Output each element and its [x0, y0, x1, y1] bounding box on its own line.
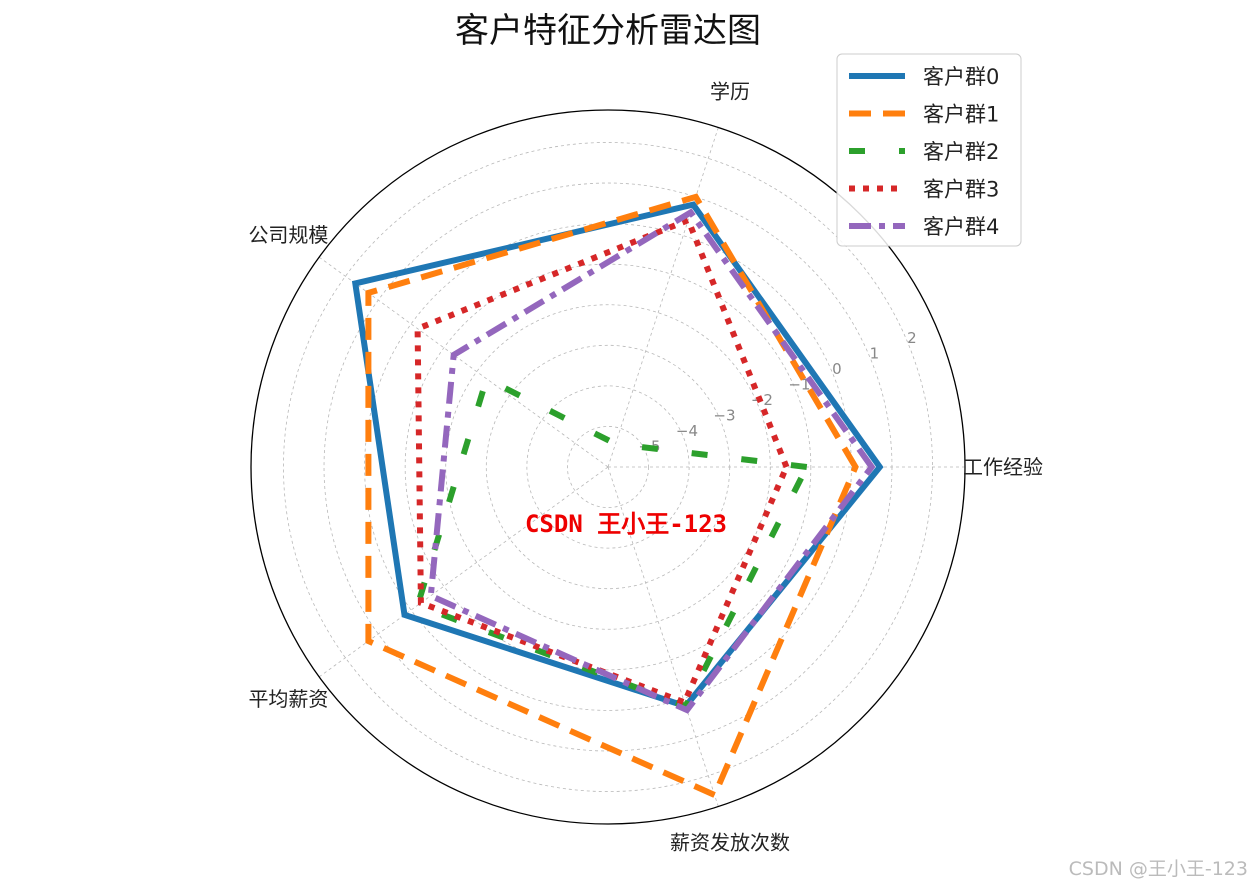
legend-label-2: 客户群2 — [923, 140, 999, 164]
legend-label-3: 客户群3 — [923, 178, 999, 202]
axis-label: 薪资发放次数 — [670, 831, 790, 855]
axis-label: 平均薪资 — [248, 687, 328, 711]
axis-label: 公司规模 — [248, 223, 328, 247]
radial-tick-label: −1 — [788, 375, 810, 393]
radial-tick-label: 0 — [832, 360, 842, 378]
radial-tick-label: 2 — [907, 329, 917, 347]
radial-tick-label: −3 — [713, 406, 735, 424]
grid-circle — [526, 385, 690, 549]
series-line-4 — [427, 208, 876, 714]
legend-box — [836, 53, 1022, 247]
polar-frame — [250, 109, 966, 825]
legend: 客户群0 客户群1 客户群2 客户群3 客户群4 — [836, 53, 1022, 247]
axis-spoke — [607, 127, 719, 468]
grid-circle — [567, 426, 649, 508]
series-line-3 — [414, 216, 790, 707]
legend-label-1: 客户群1 — [923, 103, 999, 127]
axis-label: 学历 — [710, 79, 750, 103]
series-lines — [351, 193, 884, 799]
watermark-center: CSDN 王小王-123 — [525, 510, 727, 538]
axis-spoke — [318, 466, 609, 678]
legend-label-0: 客户群0 — [923, 65, 999, 89]
series-line-2 — [413, 374, 812, 710]
chart-title: 客户特征分析雷达图 — [455, 11, 761, 51]
radial-tick-label: 1 — [870, 344, 880, 362]
axis-label: 工作经验 — [963, 455, 1043, 479]
series-line-0 — [351, 201, 884, 710]
watermark-corner: CSDN @王小王-123 — [1069, 858, 1248, 880]
legend-label-4: 客户群4 — [923, 215, 999, 239]
series-line-1 — [365, 193, 859, 799]
radial-tick-label: −4 — [676, 422, 698, 440]
